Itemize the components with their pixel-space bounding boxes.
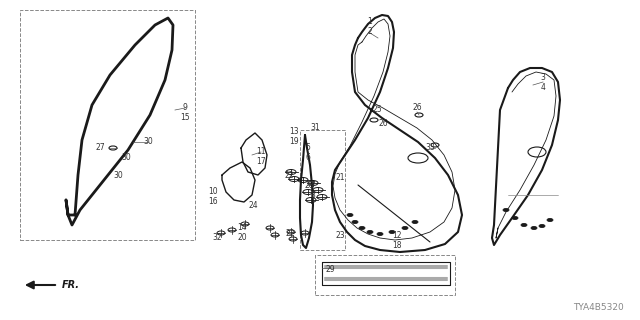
Bar [20, 10, 195, 240]
Text: 3: 3 [541, 74, 545, 83]
Circle shape [347, 213, 353, 217]
Text: 9: 9 [182, 103, 188, 113]
Text: 26: 26 [378, 118, 388, 127]
Text: FR.: FR. [62, 280, 80, 290]
Text: 25: 25 [372, 106, 382, 115]
Text: 32: 32 [212, 233, 222, 242]
Bar [300, 130, 345, 250]
Text: 4: 4 [541, 84, 545, 92]
Circle shape [367, 230, 373, 234]
Circle shape [402, 227, 408, 229]
Text: 12: 12 [392, 231, 402, 241]
Text: 5: 5 [305, 143, 310, 153]
Text: 6: 6 [305, 153, 310, 162]
Circle shape [539, 225, 545, 228]
Circle shape [512, 217, 518, 220]
Text: 1: 1 [367, 18, 372, 27]
Text: 8: 8 [310, 190, 316, 199]
Text: 26: 26 [412, 103, 422, 113]
Circle shape [352, 220, 358, 223]
Circle shape [359, 227, 365, 229]
Bar [315, 255, 455, 295]
Text: 19: 19 [289, 138, 299, 147]
Text: 29: 29 [325, 266, 335, 275]
Text: 18: 18 [392, 242, 402, 251]
Text: 14: 14 [237, 223, 247, 233]
Text: 23: 23 [335, 230, 345, 239]
Text: 21: 21 [335, 172, 345, 181]
Circle shape [412, 220, 418, 223]
Text: 28: 28 [304, 180, 314, 189]
Text: 2: 2 [367, 28, 372, 36]
Text: 30: 30 [121, 154, 131, 163]
Text: 33: 33 [425, 143, 435, 153]
Circle shape [389, 230, 395, 234]
Circle shape [521, 223, 527, 227]
Text: 7: 7 [310, 180, 316, 189]
Text: 31: 31 [310, 123, 320, 132]
Text: 24: 24 [248, 201, 258, 210]
Circle shape [377, 233, 383, 236]
Circle shape [503, 209, 509, 212]
Text: TYA4B5320: TYA4B5320 [573, 303, 624, 312]
Circle shape [547, 219, 553, 221]
Text: 15: 15 [180, 113, 190, 122]
Text: 20: 20 [237, 234, 247, 243]
Circle shape [531, 227, 537, 229]
Text: 13: 13 [289, 127, 299, 137]
Text: 22: 22 [284, 171, 294, 180]
Text: 17: 17 [256, 157, 266, 166]
Text: 27: 27 [95, 143, 105, 153]
Text: 30: 30 [143, 138, 153, 147]
Text: 22: 22 [285, 228, 295, 237]
Text: 16: 16 [208, 197, 218, 206]
Text: 10: 10 [208, 188, 218, 196]
Text: 11: 11 [256, 148, 266, 156]
Text: 30: 30 [113, 171, 123, 180]
